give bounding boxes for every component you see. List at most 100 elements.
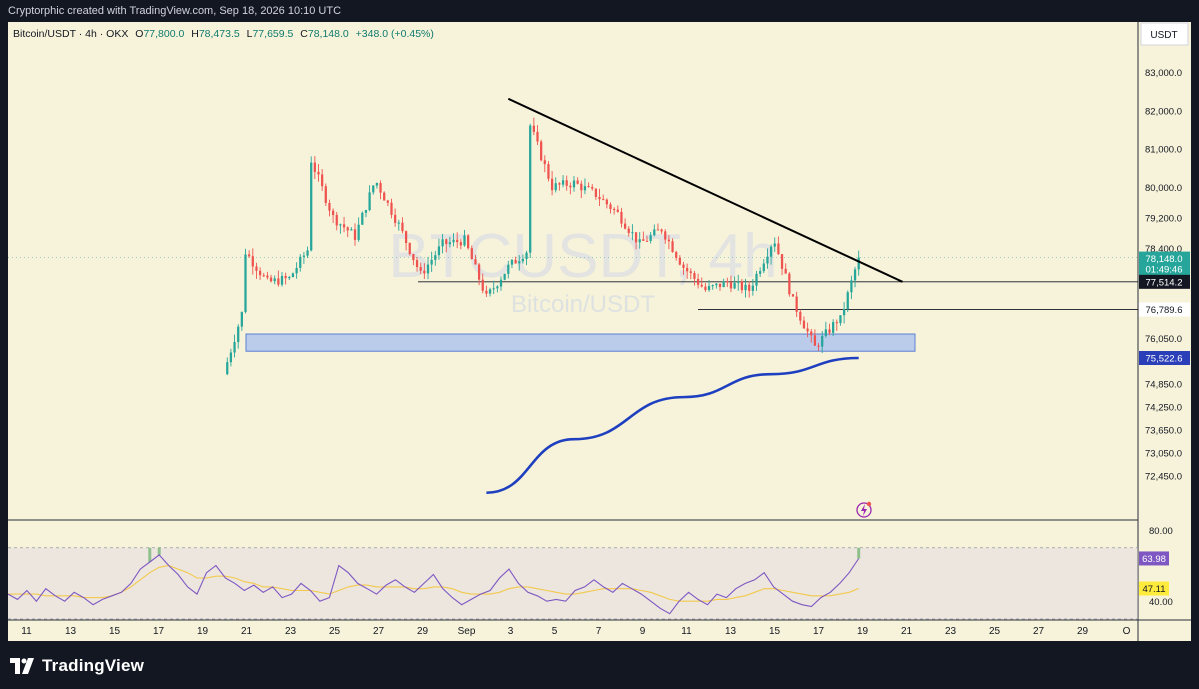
candle-body (273, 278, 276, 282)
candle-body (507, 264, 510, 274)
candle-body (766, 256, 769, 264)
chart-svg[interactable]: BTCUSDT, 4h Bitcoin/USDT Bitcoin/USDT · … (7, 22, 1191, 641)
candle-body (503, 273, 506, 280)
candle-body (645, 240, 649, 242)
candle-body (558, 183, 561, 185)
rsi-moving-average-line (8, 564, 859, 602)
candle-body (842, 309, 846, 316)
time-axis-label: 17 (153, 626, 165, 637)
time-axis-label: 17 (813, 626, 825, 637)
candle-body (251, 256, 254, 267)
time-axis-label: 3 (508, 626, 514, 637)
price-tag-box (1139, 351, 1190, 366)
candle-body (291, 273, 295, 278)
candle-body (324, 186, 327, 203)
candle-body (518, 261, 521, 264)
candle-body (594, 188, 598, 197)
candle-body (561, 180, 565, 185)
price-axis-label: 73,650.0 (1145, 426, 1182, 437)
time-axis-label: 23 (945, 626, 957, 637)
candle-body (339, 224, 342, 226)
candle-body (857, 257, 860, 270)
candle-body (470, 248, 473, 260)
candle-body (364, 210, 368, 213)
support-zone (245, 333, 916, 352)
candle-body (379, 183, 382, 193)
candle-body (751, 285, 754, 291)
candle-body (386, 200, 389, 203)
candle-body (627, 228, 630, 233)
candle-body (521, 259, 525, 262)
candle-body (262, 275, 265, 277)
candle-body (565, 180, 568, 186)
time-axis-label: 29 (417, 626, 429, 637)
candle-body (525, 252, 528, 260)
time-axis-label: 11 (681, 626, 692, 637)
candle-body (609, 204, 612, 210)
watermark-symbol: BTCUSDT, 4h (388, 222, 777, 291)
candle-body (780, 254, 784, 269)
candle-body (810, 331, 813, 336)
candle-body (445, 239, 448, 245)
price-tag-box (1139, 302, 1190, 317)
candle-body (233, 342, 236, 353)
candle-body (653, 229, 656, 236)
chart-frame[interactable]: BTCUSDT, 4h Bitcoin/USDT Bitcoin/USDT · … (7, 22, 1191, 641)
candle-body (678, 257, 681, 265)
candle-body (696, 278, 700, 285)
candle-body (240, 312, 243, 327)
candle-body (788, 273, 791, 295)
candle-body (244, 254, 247, 313)
candle-body (850, 280, 853, 293)
candle-body (638, 239, 641, 243)
price-pane[interactable] (8, 22, 1138, 519)
candle-body (682, 264, 685, 268)
candle-body (280, 276, 284, 285)
moving-average-line (486, 356, 859, 495)
candle-body (277, 278, 280, 285)
currency-button[interactable] (1140, 22, 1189, 46)
time-axis-label: 9 (640, 626, 646, 637)
candle-body (737, 281, 740, 283)
candle-body (550, 178, 554, 191)
candle-body (543, 160, 546, 165)
candle-body (317, 171, 320, 175)
lightning-alert-icon[interactable] (856, 501, 872, 518)
time-axis-label: 13 (725, 626, 737, 637)
candle-body (715, 283, 718, 286)
candle-body (540, 141, 543, 161)
candle-body (331, 210, 335, 215)
candle-body (408, 242, 411, 255)
candle-body (853, 269, 857, 281)
candle-body (554, 183, 557, 191)
candle-body (675, 252, 678, 258)
candle-body (656, 229, 660, 231)
candle-body (821, 335, 824, 347)
candle-body (397, 222, 400, 224)
candle-body (499, 279, 503, 287)
candle-body (784, 268, 787, 274)
candle-body (802, 320, 806, 329)
candle-body (258, 270, 262, 276)
time-axis-label: 5 (552, 626, 558, 637)
rsi-axis-label: 40.00 (1149, 597, 1173, 608)
time-axis-label: 7 (596, 626, 602, 637)
price-tag-value: 77,514.2 (1146, 277, 1183, 288)
time-axis-label: 27 (1033, 626, 1045, 637)
candle-body (700, 284, 703, 287)
candle-body (813, 335, 817, 346)
rsi-pane[interactable] (8, 520, 1138, 620)
currency-label: USDT (1150, 30, 1177, 41)
candle-body (328, 202, 331, 211)
price-axis-label: 79,200.0 (1145, 213, 1182, 224)
tradingview-logo[interactable]: TradingView (10, 656, 144, 676)
rsi-tag-box (1139, 581, 1169, 596)
legend-change: +348.0 (+0.45%) (356, 28, 434, 40)
candle-body (711, 285, 714, 287)
candle-body (759, 271, 762, 274)
candle-body (769, 246, 773, 257)
candle-body (587, 186, 590, 188)
price-tag-box (1139, 274, 1190, 289)
rsi-overbought-fill (148, 547, 861, 562)
rsi-line (7, 554, 860, 615)
